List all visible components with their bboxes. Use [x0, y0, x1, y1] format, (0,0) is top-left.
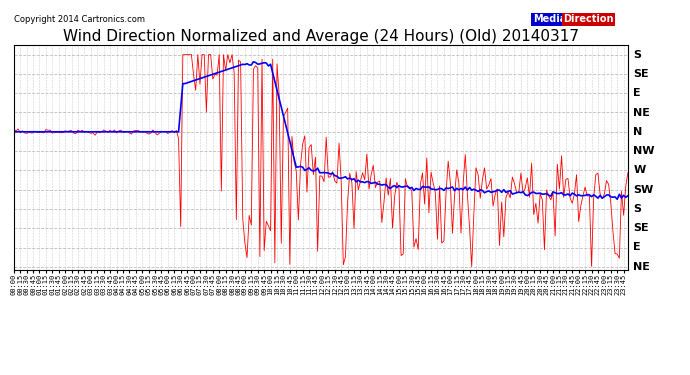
Text: NE: NE — [633, 262, 651, 272]
Title: Wind Direction Normalized and Average (24 Hours) (Old) 20140317: Wind Direction Normalized and Average (2… — [63, 29, 579, 44]
Text: NE: NE — [633, 108, 651, 117]
Text: Direction: Direction — [564, 14, 614, 24]
Text: NW: NW — [633, 146, 655, 156]
Text: S: S — [633, 50, 642, 60]
Text: SW: SW — [633, 184, 653, 195]
Text: N: N — [633, 127, 642, 137]
Text: E: E — [633, 243, 641, 252]
Text: Copyright 2014 Cartronics.com: Copyright 2014 Cartronics.com — [14, 15, 145, 24]
Text: Median: Median — [533, 14, 573, 24]
Text: SE: SE — [633, 69, 649, 79]
Text: E: E — [633, 88, 641, 98]
Text: W: W — [633, 165, 646, 176]
Text: SE: SE — [633, 223, 649, 233]
Text: S: S — [633, 204, 642, 214]
